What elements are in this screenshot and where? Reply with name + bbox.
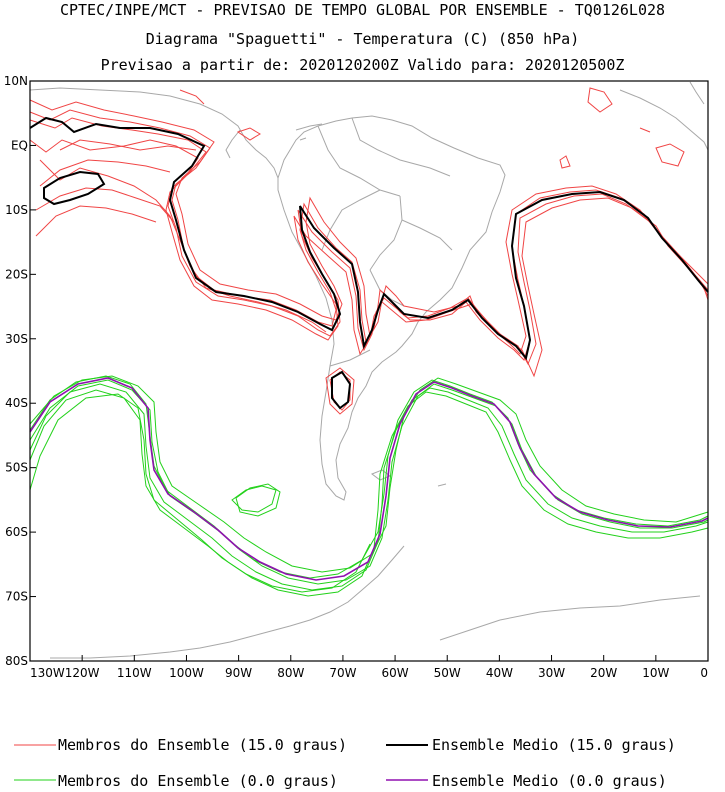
lat-label: 60S <box>5 525 28 539</box>
lon-label: 20W <box>590 666 617 680</box>
title-line-1: CPTEC/INPE/MCT - PREVISAO DE TEMPO GLOBA… <box>59 1 666 19</box>
legend-label-mean-15: Ensemble Medio (15.0 graus) <box>432 736 676 754</box>
member-15-closed <box>587 87 613 113</box>
lat-label: 40S <box>5 396 28 410</box>
member-15-curve <box>39 159 327 333</box>
lon-label: 30W <box>538 666 565 680</box>
mean-15-curve <box>29 116 709 361</box>
member-15-closed <box>236 127 261 141</box>
lat-label: 80S <box>5 654 28 668</box>
lon-label: 120W <box>65 666 100 680</box>
member-0-curve <box>29 389 709 597</box>
member-15-curve <box>39 159 171 187</box>
mean-15-closed <box>43 170 106 206</box>
latitude-axis: 10N EQ 10S 20S 30S 40S 50S 60S 70S 80S <box>4 74 36 668</box>
member-0-curve <box>29 375 709 573</box>
member-15-closed <box>559 155 571 169</box>
lon-label: 0 <box>700 666 708 680</box>
antarctica-outline <box>50 545 405 659</box>
map-background <box>30 81 708 661</box>
lat-label: 10S <box>5 203 28 217</box>
member-0-curve <box>29 393 371 593</box>
ensemble-mean-0 <box>29 377 709 581</box>
title-line-3: Previsao a partir de: 2020120200Z Valido… <box>100 56 625 74</box>
lat-label: 10N <box>4 74 28 88</box>
mean-15-closed <box>331 370 352 410</box>
member-15-curve <box>29 99 709 355</box>
member-15-closed <box>639 127 651 133</box>
central-america-outline <box>29 87 279 179</box>
member-0-closed <box>235 483 281 517</box>
lon-label: 50W <box>434 666 461 680</box>
legend-label-mean-0: Ensemble Medio (0.0 graus) <box>432 772 667 790</box>
member-15-curve <box>35 205 157 237</box>
lat-label: 70S <box>5 590 28 604</box>
legend-label-members-0: Membros do Ensemble (0.0 graus) <box>58 772 338 790</box>
lat-label: 50S <box>5 461 28 475</box>
title-line-2: Diagrama "Spaguetti" - Temperatura (C) (… <box>145 30 580 48</box>
lon-label: 100W <box>169 666 204 680</box>
member-15-curve <box>35 187 175 223</box>
lat-label: EQ <box>11 138 28 152</box>
lat-label: 20S <box>5 267 28 281</box>
lon-label: 40W <box>486 666 513 680</box>
member-15-curve <box>29 139 709 378</box>
lon-label: 60W <box>382 666 409 680</box>
lon-label: 90W <box>225 666 252 680</box>
mean-0-curve <box>29 377 709 581</box>
coastlines <box>29 81 709 659</box>
lon-label: 80W <box>277 666 304 680</box>
legend: Membros do Ensemble (15.0 graus) Ensembl… <box>14 736 676 790</box>
africa-outline <box>619 89 709 151</box>
member-15-closed <box>179 89 205 105</box>
member-15-closed <box>325 367 355 415</box>
map-frame <box>29 80 709 662</box>
member-15-closed <box>655 143 685 167</box>
legend-label-members-15: Membros do Ensemble (15.0 graus) <box>58 736 347 754</box>
lon-label: 70W <box>329 666 356 680</box>
member-0-curve <box>29 383 709 591</box>
ensemble-mean-15 <box>29 116 709 410</box>
member-15-curve <box>59 139 197 151</box>
lat-label: 30S <box>5 332 28 346</box>
longitude-axis: 130W 120W 110W 100W 90W 80W 70W 60W 50W 40W 30W 20W… <box>29 655 709 680</box>
lon-label: 10W <box>642 666 669 680</box>
lon-label: 110W <box>117 666 152 680</box>
lon-label: 130W <box>30 666 65 680</box>
